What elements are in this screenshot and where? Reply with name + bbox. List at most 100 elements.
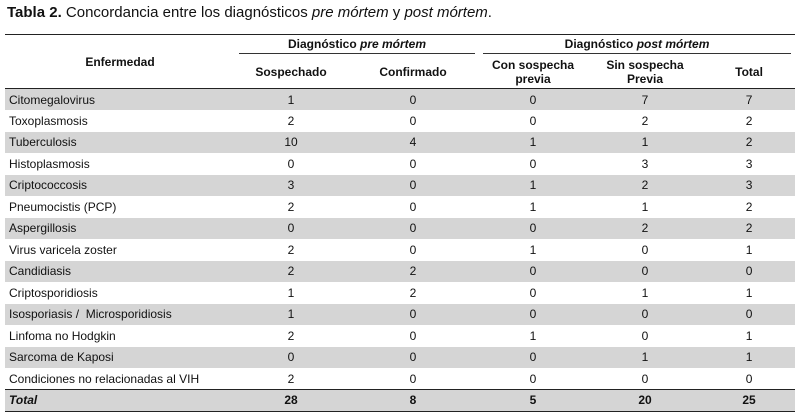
header-row-columns: Sospechado Confirmado Con sospecha previa… [5, 56, 796, 89]
without-prev-value: 0 [641, 371, 649, 386]
suspected-value: 1 [287, 92, 295, 107]
confirmed-value: 2 [409, 264, 417, 279]
suspected-value: 2 [287, 113, 295, 128]
disease-name: Virus varicela zoster [9, 242, 117, 257]
diagnosis-concordance-table: Enfermedad Diagnóstico pre mórtem Diagnó… [5, 34, 796, 412]
disease-name: Criptococcosis [9, 178, 88, 193]
total-value: 2 [745, 135, 753, 150]
suspected-value: 0 [287, 156, 295, 171]
confirmed-value: 0 [409, 199, 417, 214]
suspected-value: 2 [287, 371, 295, 386]
without-prev-value: 2 [641, 221, 649, 236]
table-row: Criptococcosis 3 0 1 2 3 [5, 174, 796, 196]
with-prev-value: 1 [529, 199, 537, 214]
header-without-suspicion-l1: Sin sospecha [606, 58, 684, 73]
table-row: Pneumocistis (PCP) 2 0 1 1 2 [5, 196, 795, 218]
with-prev-value: 0 [529, 221, 537, 236]
table-row: Tuberculosis 10 4 1 1 2 [5, 131, 796, 153]
table-row: Isosporiasis / Microsporidiosis 1 0 0 0 0 [5, 303, 796, 325]
suspected-value: 2 [287, 264, 295, 279]
confirmed-value: 0 [409, 307, 417, 322]
total-value: 2 [745, 199, 753, 214]
disease-name: Sarcoma de Kaposi [9, 350, 114, 365]
header-with-suspicion-l1: Con sospecha [492, 58, 575, 73]
disease-name: Toxoplasmosis [9, 113, 88, 128]
header-group-post: Diagnóstico post mórtem [479, 34, 796, 57]
confirmed-value: 0 [409, 92, 417, 107]
total-value: 0 [745, 264, 753, 279]
without-prev-value: 3 [641, 156, 649, 171]
disease-name: Citomegalovirus [9, 92, 96, 107]
suspected-value: 0 [287, 221, 295, 236]
confirmed-value: 2 [409, 285, 417, 300]
total-value: 1 [745, 350, 753, 365]
with-prev-value: 0 [529, 350, 537, 365]
header-row-groups: Enfermedad Diagnóstico pre mórtem Diagnó… [5, 34, 796, 89]
with-prev-value: 1 [529, 242, 537, 257]
with-prev-value: 0 [529, 156, 537, 171]
without-prev-value: 0 [641, 328, 649, 343]
header-without-suspicion: Sin sospecha Previa [587, 56, 704, 89]
table-row: Condiciones no relacionadas al VIH 2 0 0 0 0 [5, 368, 795, 390]
table-row: Citomegalovirus 1 0 0 7 7 [5, 88, 796, 110]
total-value: 7 [745, 92, 753, 107]
total-value: 2 [745, 221, 753, 236]
with-prev-value: 1 [529, 178, 537, 193]
disease-name: Condiciones no relacionadas al VIH [9, 371, 200, 386]
suspected-value: 1 [287, 285, 295, 300]
with-prev-value: 0 [529, 371, 537, 386]
header-group-pre: Diagnóstico pre mórtem [235, 34, 480, 57]
total-label: Total [5, 389, 235, 412]
header-group-post-prefix: Diagnóstico [564, 37, 637, 52]
header-with-suspicion-l2: previa [515, 72, 551, 87]
disease-name: Pneumocistis (PCP) [9, 199, 117, 214]
without-prev-value: 1 [641, 285, 649, 300]
total-value: 0 [745, 307, 753, 322]
confirmed-value: 0 [409, 242, 417, 257]
table-row: Toxoplasmosis 2 0 0 2 2 [5, 110, 795, 132]
with-prev-value: 0 [529, 92, 537, 107]
header-confirmed: Confirmado [347, 56, 480, 89]
caption-label: Tabla 2. [7, 4, 62, 21]
without-prev-value: 1 [641, 199, 649, 214]
without-prev-value: 1 [641, 135, 649, 150]
total-value: 1 [745, 242, 753, 257]
total-value: 1 [745, 285, 753, 300]
header-total: Total [703, 56, 796, 89]
table-caption: Tabla 2. Concordancia entre los diagnóst… [7, 4, 492, 22]
without-prev-value: 7 [641, 92, 649, 107]
without-prev-value: 1 [641, 350, 649, 365]
suspected-value: 2 [287, 328, 295, 343]
confirmed-value: 0 [409, 371, 417, 386]
disease-name: Candidiasis [9, 264, 72, 279]
table-row: Aspergillosis 0 0 0 2 2 [5, 217, 796, 239]
caption-text-mid: y [388, 4, 405, 21]
table-row: Linfoma no Hodgkin 2 0 1 0 1 [5, 325, 795, 347]
total-row: Total 28 8 5 20 25 [5, 389, 796, 412]
confirmed-value: 0 [409, 178, 417, 193]
caption-text-before: Concordancia entre los diagnósticos [61, 4, 312, 21]
total-value: 1 [745, 328, 753, 343]
suspected-value: 10 [284, 135, 298, 150]
suspected-value: 3 [287, 178, 295, 193]
header-with-suspicion: Con sospecha previa [479, 56, 588, 89]
without-prev-value: 0 [641, 264, 649, 279]
header-suspected: Sospechado [235, 56, 347, 89]
with-prev-value: 0 [529, 113, 537, 128]
total-value: 0 [745, 371, 753, 386]
total-confirmed: 8 [347, 389, 480, 412]
without-prev-value: 0 [641, 307, 649, 322]
total-with-prev: 5 [479, 389, 588, 412]
header-without-suspicion-l2: Previa [627, 72, 664, 87]
header-group-post-italic: post mórtem [636, 37, 710, 52]
total-suspected: 28 [235, 389, 347, 412]
without-prev-value: 0 [641, 242, 649, 257]
suspected-value: 1 [287, 307, 295, 322]
disease-name: Isosporiasis / Microsporidiosis [9, 307, 172, 322]
table-row: Sarcoma de Kaposi 0 0 0 1 1 [5, 346, 796, 368]
confirmed-value: 0 [409, 113, 417, 128]
table-row: Candidiasis 2 2 0 0 0 [5, 260, 796, 282]
table-body: Citomegalovirus 1 0 0 7 7 Toxoplasmosis 2 0 0 2 2 … [5, 88, 796, 412]
with-prev-value: 0 [529, 307, 537, 322]
caption-italic-post: post mórtem [404, 4, 488, 21]
